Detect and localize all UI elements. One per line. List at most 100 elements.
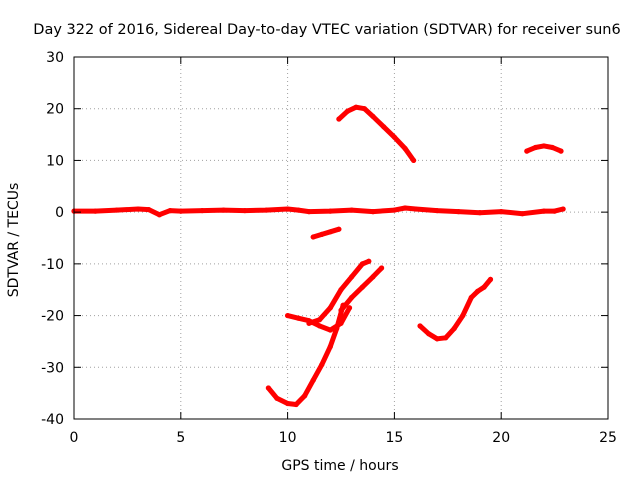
data-point (402, 205, 408, 211)
data-point (475, 288, 481, 294)
data-point (417, 323, 423, 329)
data-point (477, 210, 483, 216)
y-tick-label: 30 (46, 50, 64, 66)
data-point (265, 385, 271, 391)
y-tick-label: 10 (46, 153, 64, 169)
data-point (336, 116, 342, 122)
data-point (114, 207, 120, 213)
data-point (560, 206, 566, 212)
data-point (425, 331, 432, 337)
data-point (549, 144, 556, 151)
series-arc-20 (336, 104, 417, 164)
data-point (344, 108, 351, 114)
data-point (319, 362, 325, 368)
plot-frame (73, 56, 609, 420)
data-point (306, 318, 312, 324)
data-point (302, 393, 308, 399)
series-arc-37 (265, 302, 346, 408)
data-point (498, 209, 504, 215)
data-point (285, 312, 291, 319)
x-tick-label: 5 (176, 430, 185, 446)
data-point (541, 208, 547, 214)
series-arc-10-a (306, 258, 372, 326)
series-line (336, 104, 417, 163)
y-tick-layer: -40 -30 -20 -10 0 10 20 30 (41, 50, 608, 428)
data-point (558, 148, 564, 154)
data-point (391, 207, 397, 213)
data-point (135, 206, 141, 212)
data-point (434, 336, 440, 342)
y-tick-label: -10 (41, 257, 64, 273)
data-point (481, 284, 487, 290)
data-point (349, 274, 355, 280)
data-point (361, 106, 368, 112)
data-point (532, 144, 538, 151)
data-point (411, 157, 417, 164)
x-tick-label: 0 (70, 430, 79, 446)
data-point (327, 229, 333, 235)
series-baseline (71, 205, 566, 218)
data-point (327, 305, 333, 311)
data-point (167, 207, 173, 214)
data-point (434, 207, 440, 214)
y-tick-label: 20 (46, 102, 64, 118)
data-point (327, 327, 333, 333)
data-point (455, 209, 462, 215)
data-point (338, 287, 344, 293)
data-point (295, 207, 301, 213)
data-point (310, 377, 316, 383)
y-tick-label: -30 (41, 360, 64, 376)
x-tick-label: 10 (279, 430, 297, 446)
data-point (319, 231, 325, 237)
data-point (359, 261, 365, 267)
data-point (295, 315, 301, 321)
data-point (359, 284, 365, 290)
data-point (285, 400, 291, 407)
series-line (417, 276, 493, 342)
data-point (468, 294, 474, 301)
data-point (293, 401, 299, 408)
data-point (443, 335, 449, 341)
data-point (413, 206, 419, 212)
data-point (178, 208, 184, 214)
y-tick-label: -40 (41, 412, 64, 428)
x-tick-label: 25 (599, 430, 617, 446)
data-point (366, 258, 372, 264)
y-axis-label: SDTVAR / TECUs (6, 183, 22, 298)
x-tick-layer: 0 5 10 15 20 25 (70, 57, 617, 446)
data-point (370, 274, 376, 280)
series-arc-24 (417, 276, 494, 342)
data-point (391, 134, 397, 140)
data-point (146, 206, 152, 213)
x-axis-label: GPS time / hours (281, 458, 398, 474)
y-tick-label: 0 (55, 205, 64, 221)
data-point (370, 209, 376, 215)
data-point (242, 207, 248, 214)
data-point (460, 312, 466, 319)
data-point (519, 211, 526, 217)
data-point (327, 208, 333, 214)
data-point (334, 325, 340, 332)
series-line (310, 226, 342, 240)
data-point (541, 143, 547, 149)
data-point (92, 208, 98, 214)
data-point (220, 207, 227, 213)
data-point (402, 145, 408, 152)
data-point (263, 207, 269, 213)
x-tick-label: 20 (492, 430, 510, 446)
data-point (370, 113, 376, 120)
data-point (199, 207, 205, 214)
series-arc-12 (524, 143, 564, 154)
data-point (381, 124, 387, 130)
data-point (451, 325, 457, 332)
data-point (156, 212, 163, 218)
data-point (378, 265, 385, 271)
data-point (336, 226, 342, 232)
series-line (265, 302, 346, 407)
data-point (285, 206, 291, 212)
data-point (310, 234, 316, 240)
series-layer (71, 104, 566, 408)
data-point (346, 305, 353, 311)
y-tick-label: -20 (41, 309, 64, 325)
